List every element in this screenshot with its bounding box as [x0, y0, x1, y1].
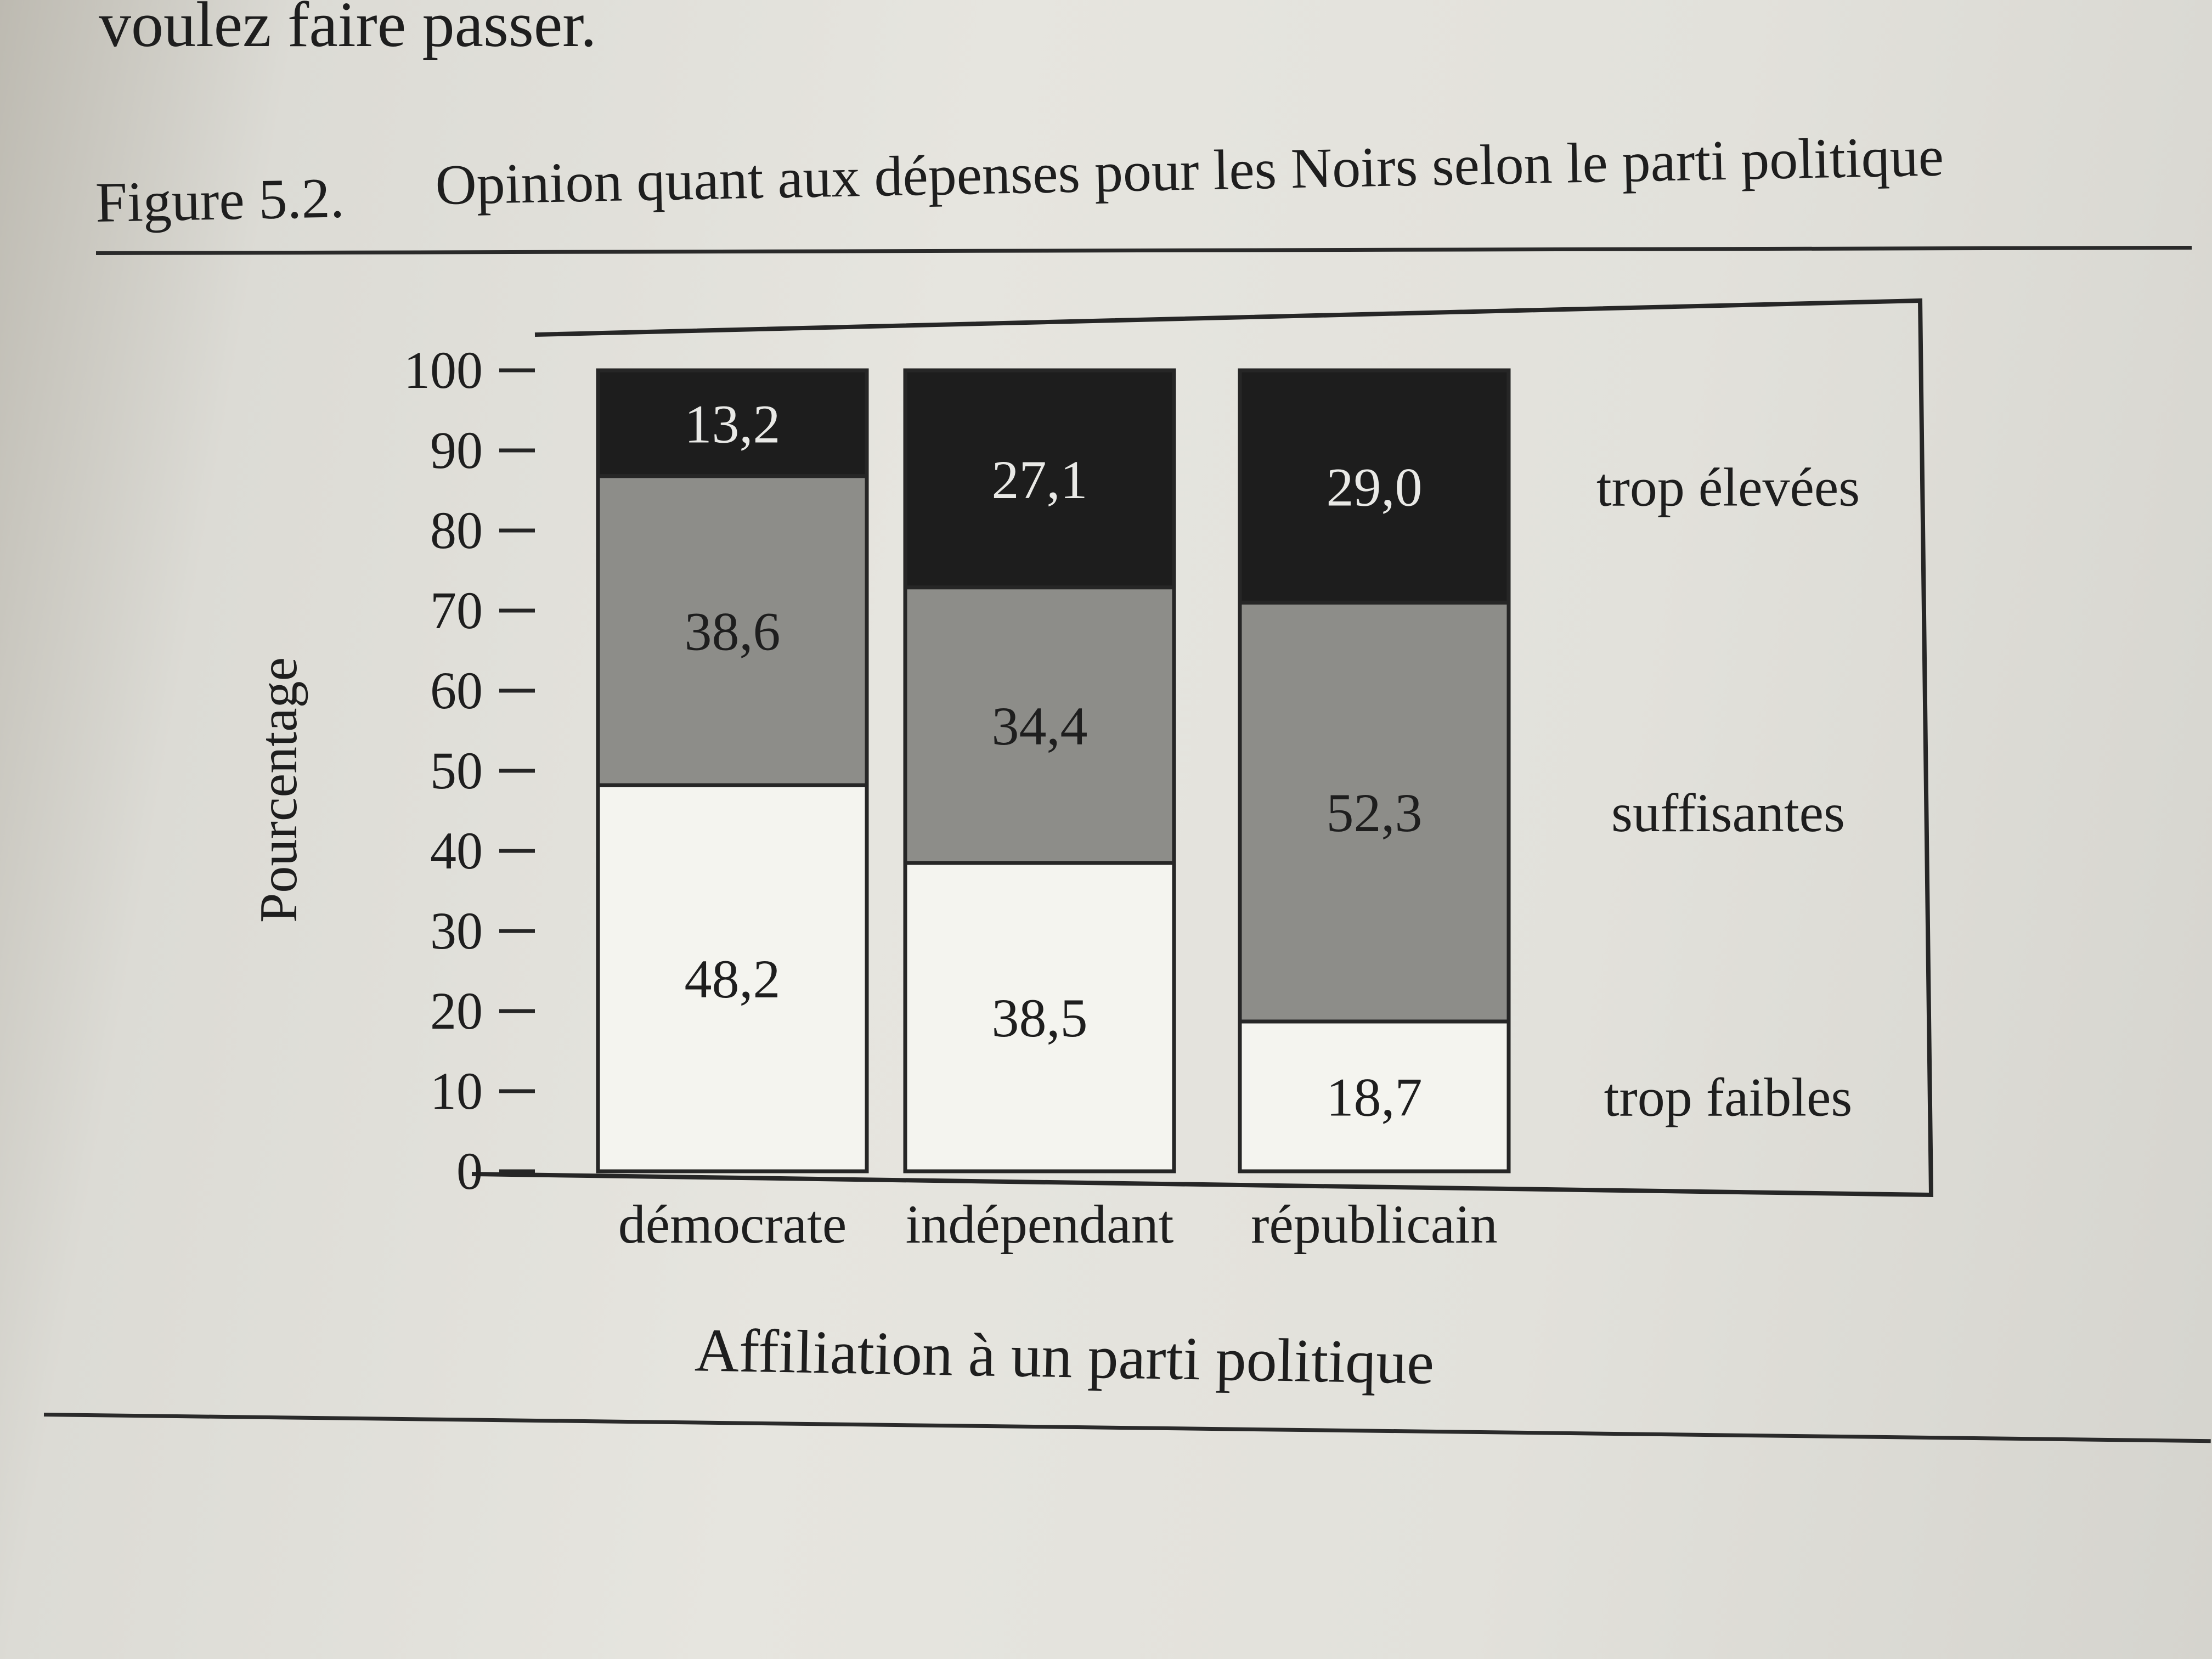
bar-segment	[1238, 600, 1511, 1024]
data-label: 27,1	[992, 449, 1088, 510]
y-tick-label: 60	[430, 661, 483, 720]
y-tick-label: 0	[456, 1142, 483, 1200]
plot-frame	[471, 298, 1934, 1198]
y-tick-label: 70	[430, 581, 483, 640]
x-axis-title: Affiliation à un parti politique	[694, 1316, 1435, 1397]
data-label: 52,3	[1327, 782, 1423, 843]
legend-label: trop élevées	[1596, 457, 1860, 518]
bar-segment	[903, 861, 1176, 1173]
bar-segment	[903, 368, 1176, 590]
y-tick-label: 30	[430, 901, 483, 960]
legend-label: suffisantes	[1611, 782, 1845, 843]
bar-segment	[596, 783, 869, 1173]
y-tick-label: 40	[430, 821, 483, 880]
data-label: 18,7	[1327, 1066, 1423, 1127]
y-axis-title: Pourcentage	[249, 657, 308, 923]
x-tick-label: indépendant	[906, 1194, 1174, 1255]
bar-segment	[1238, 368, 1511, 605]
y-tick-label: 90	[430, 421, 483, 479]
y-tick-label: 80	[430, 501, 483, 560]
legend-label: trop faibles	[1604, 1066, 1853, 1127]
x-tick-label: démocrate	[618, 1194, 847, 1255]
data-label: 34,4	[992, 696, 1088, 757]
y-tick-label: 50	[430, 741, 483, 800]
y-tick-label: 20	[430, 981, 483, 1040]
data-label: 48,2	[685, 949, 781, 1009]
bar-segment	[903, 585, 1176, 865]
data-label: 13,2	[685, 393, 781, 454]
data-label: 38,5	[992, 988, 1088, 1048]
y-tick-label: 10	[430, 1062, 483, 1120]
preceding-text-line: voulez faire passer.	[99, 0, 597, 60]
y-tick-label: 100	[404, 341, 483, 399]
bar-segment	[596, 474, 869, 787]
data-label: 38,6	[685, 601, 781, 662]
data-label: 29,0	[1327, 457, 1423, 518]
bar-segment	[596, 368, 869, 478]
x-tick-label: républicain	[1251, 1194, 1498, 1255]
